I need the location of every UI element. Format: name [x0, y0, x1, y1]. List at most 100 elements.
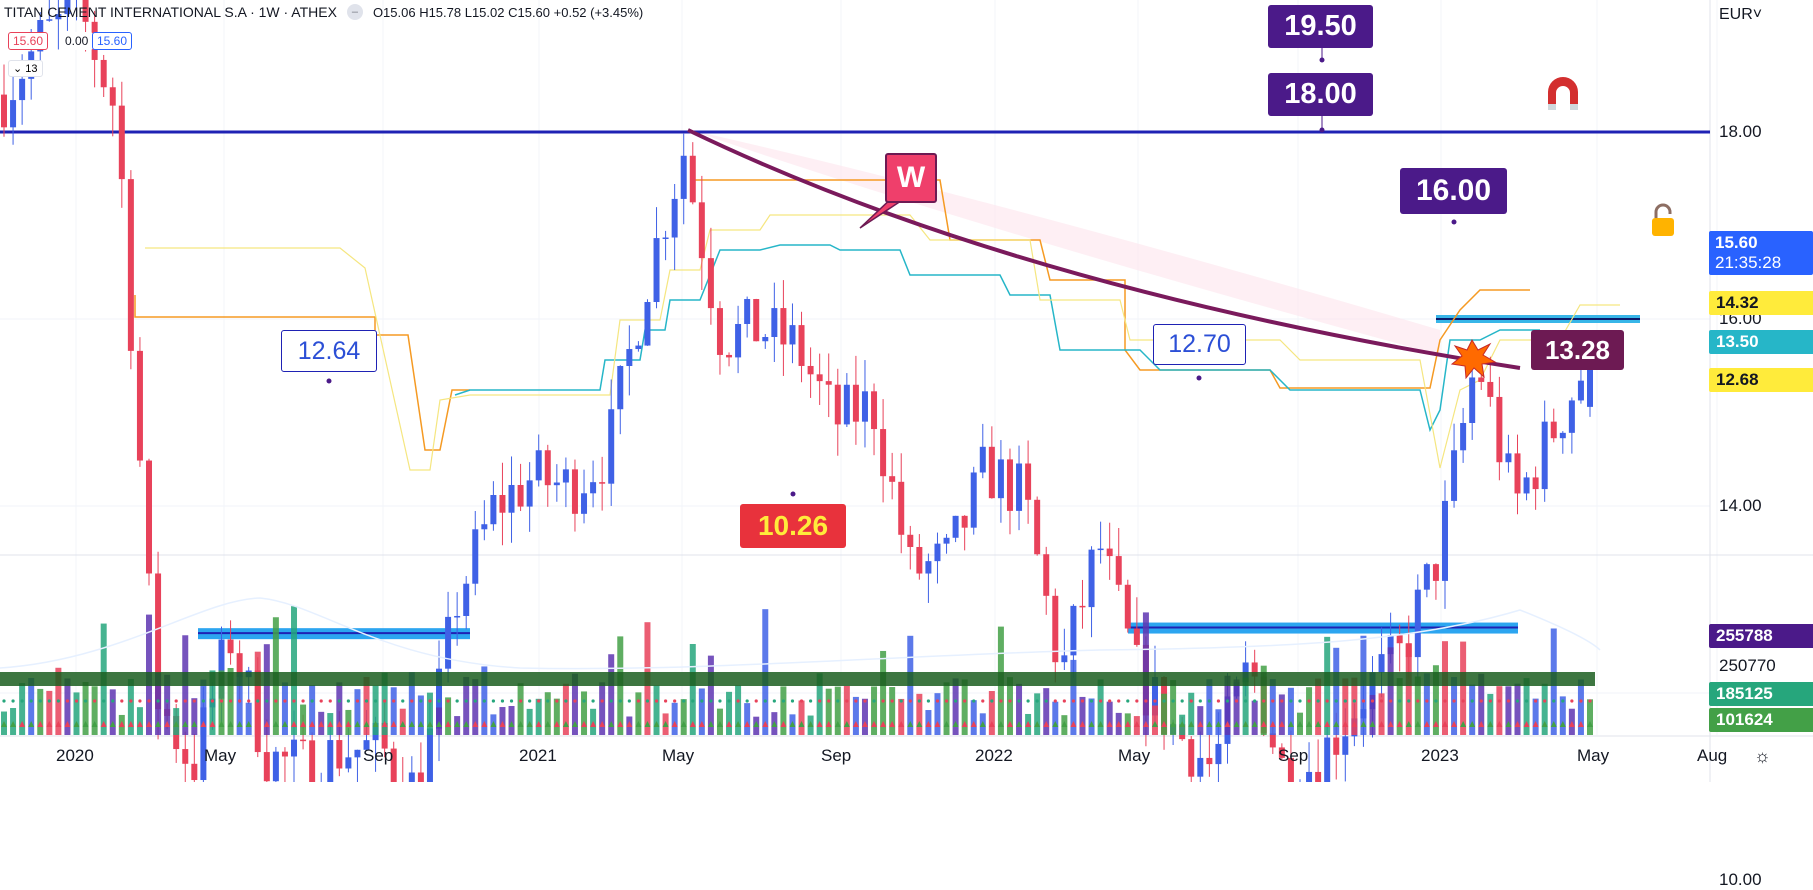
- signal-dot: [1543, 699, 1547, 703]
- signal-triangle: [1197, 721, 1204, 727]
- volume-label-2: 250770: [1719, 656, 1776, 675]
- time-tick-8: Sep: [1278, 746, 1309, 765]
- volume-bar: [689, 643, 696, 735]
- signal-dot: [709, 699, 713, 703]
- candle-body: [961, 515, 968, 528]
- signal-dot: [83, 699, 88, 703]
- signal-dot: [736, 699, 740, 703]
- signal-triangle: [571, 721, 578, 727]
- signal-triangle: [37, 721, 44, 727]
- signal-triangle: [1360, 721, 1367, 727]
- signal-dot: [392, 699, 396, 703]
- signal-dot: [319, 699, 323, 703]
- signal-dot: [1062, 699, 1066, 703]
- signal-dot: [1089, 699, 1094, 703]
- signal-dot: [111, 699, 115, 703]
- level-1026-label[interactable]: 10.26: [740, 504, 846, 548]
- magnet-icon: [1548, 77, 1578, 104]
- signal-triangle: [1396, 721, 1403, 727]
- signal-triangle: [771, 721, 778, 727]
- signal-dot: [419, 699, 423, 703]
- signal-dot: [564, 699, 568, 703]
- level-1270-label[interactable]: 12.70: [1153, 324, 1246, 365]
- volume-bar: [517, 683, 524, 735]
- volume-bar: [1278, 694, 1285, 735]
- volume-bar: [1070, 659, 1077, 735]
- signal-dot: [201, 699, 205, 703]
- candle-body: [1496, 396, 1503, 463]
- signal-triangle: [82, 721, 89, 727]
- candle-body: [1523, 477, 1530, 494]
- signal-dot: [1515, 699, 1520, 703]
- signal-dot: [555, 699, 559, 703]
- indicator-count[interactable]: ⌄ 13: [8, 60, 43, 77]
- currency-label[interactable]: EUR˅: [1719, 6, 1762, 24]
- level-1600-label[interactable]: 16.00: [1400, 168, 1507, 214]
- signal-dot: [491, 699, 495, 703]
- signal-dot: [509, 699, 514, 703]
- anchor-dot: [326, 378, 332, 384]
- lock-icon: [1652, 218, 1674, 236]
- signal-triangle: [1260, 721, 1267, 727]
- sell-price-box[interactable]: 15.60: [8, 32, 49, 50]
- buy-price-box[interactable]: 15.60: [92, 32, 133, 50]
- time-tick-7: May: [1118, 746, 1151, 765]
- signal-dot: [455, 699, 459, 703]
- candle-body: [182, 749, 189, 764]
- candle-body: [300, 739, 307, 742]
- volume-label-1: 255788: [1709, 624, 1813, 648]
- signal-dot: [799, 699, 804, 703]
- candle-body: [1550, 421, 1557, 439]
- level-1950-label[interactable]: 19.50: [1268, 5, 1373, 48]
- signal-triangle: [245, 721, 252, 727]
- signal-dot: [1080, 699, 1085, 703]
- volume-bar: [825, 688, 832, 735]
- signal-triangle: [281, 721, 288, 727]
- cloud-span-yellow: [145, 214, 1620, 471]
- minus-icon[interactable]: –: [346, 4, 363, 20]
- signal-triangle: [19, 721, 26, 727]
- signal-dot: [890, 699, 894, 703]
- volume-bar: [553, 698, 560, 735]
- volume-bar: [336, 682, 343, 735]
- signal-triangle: [889, 721, 896, 727]
- w-pattern-label[interactable]: W: [885, 153, 937, 203]
- candle-body: [581, 493, 588, 514]
- candle-body: [436, 668, 443, 729]
- volume-bar: [1387, 647, 1394, 735]
- candle-body: [834, 384, 841, 425]
- candle-body: [1088, 549, 1095, 608]
- volume-bar: [1052, 701, 1059, 735]
- signal-dot: [437, 699, 441, 703]
- volume-bar: [970, 700, 977, 735]
- symbol-title[interactable]: TITAN CEMENT INTERNATIONAL S.A · 1W · AT…: [4, 4, 337, 20]
- signal-triangle: [744, 721, 751, 727]
- level-1328-label[interactable]: 13.28: [1531, 330, 1624, 370]
- price-tick-5: 10.00: [1719, 870, 1762, 889]
- signal-triangle: [1242, 721, 1249, 727]
- signal-dot: [1298, 699, 1302, 703]
- signal-triangle: [898, 721, 905, 727]
- volume-bar: [1006, 677, 1013, 735]
- level-1264-label[interactable]: 12.64: [281, 330, 377, 372]
- volume-bar: [417, 695, 424, 735]
- signal-dot: [854, 699, 858, 703]
- signal-dot: [827, 699, 831, 703]
- bar-countdown: 21:35:28: [1715, 253, 1782, 272]
- volume-bar: [1161, 693, 1168, 735]
- volume-bar: [236, 672, 243, 735]
- signal-triangle: [1478, 721, 1485, 727]
- signal-dot: [727, 699, 731, 703]
- settings-icon[interactable]: ☼: [1754, 746, 1771, 766]
- signal-triangle: [1550, 721, 1557, 727]
- signal-dot: [528, 699, 532, 703]
- signal-dot: [1053, 699, 1057, 703]
- level-1800-label[interactable]: 18.00: [1268, 73, 1373, 116]
- signal-dot: [872, 699, 876, 703]
- volume-bar: [635, 692, 642, 735]
- price-chart[interactable]: [0, 0, 1813, 782]
- time-tick-2: Sep: [363, 746, 394, 765]
- volume-bar: [961, 679, 968, 735]
- candle-body: [780, 308, 787, 345]
- candle-body: [272, 751, 279, 782]
